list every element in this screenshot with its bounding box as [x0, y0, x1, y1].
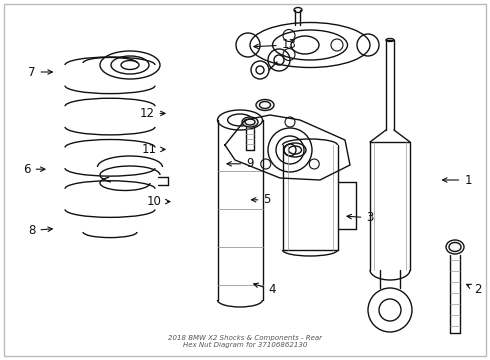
Ellipse shape — [256, 99, 274, 111]
Text: 13: 13 — [254, 39, 296, 51]
Text: 7: 7 — [28, 66, 52, 78]
Text: 6: 6 — [23, 163, 45, 176]
Ellipse shape — [242, 117, 258, 127]
Text: 11: 11 — [142, 143, 165, 156]
Text: 4: 4 — [254, 283, 276, 296]
Text: 8: 8 — [28, 224, 52, 237]
Text: 9: 9 — [227, 157, 254, 170]
Text: 12: 12 — [140, 107, 165, 120]
Text: 2: 2 — [466, 283, 482, 296]
Ellipse shape — [446, 240, 464, 254]
Text: 3: 3 — [347, 211, 374, 224]
Text: 2018 BMW X2 Shocks & Components - Rear
Hex Nut Diagram for 37106862130: 2018 BMW X2 Shocks & Components - Rear H… — [168, 335, 322, 348]
Text: 5: 5 — [251, 193, 271, 206]
Text: 1: 1 — [442, 174, 472, 186]
Text: 10: 10 — [147, 195, 170, 208]
